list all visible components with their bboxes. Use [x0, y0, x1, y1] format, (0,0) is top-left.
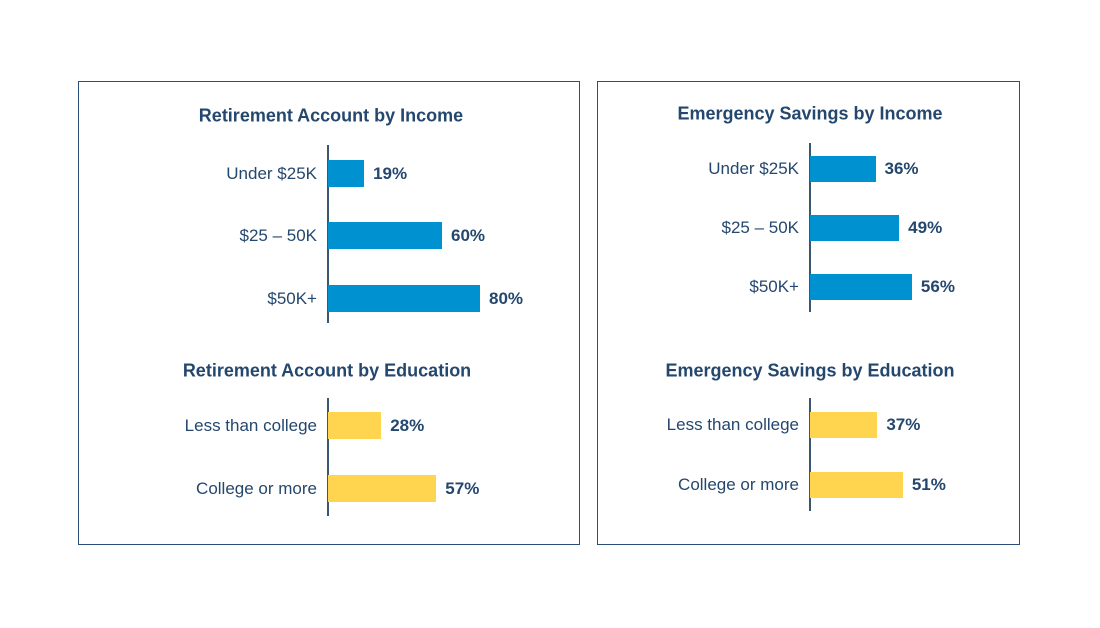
data-label: 37%	[886, 415, 921, 434]
category-label: College or more	[196, 478, 317, 498]
bar	[810, 156, 876, 182]
data-label: 19%	[373, 163, 408, 183]
chart-title: Emergency Savings by Income	[677, 103, 943, 124]
data-label: 36%	[884, 159, 919, 178]
data-label: 80%	[489, 288, 524, 308]
bar	[810, 472, 903, 498]
bar	[810, 215, 900, 241]
bar	[810, 274, 912, 300]
y-axis-line	[327, 398, 329, 516]
bar	[328, 475, 437, 502]
category-label: $50K+	[267, 288, 317, 308]
bar	[810, 412, 878, 438]
emergency-savings-panel	[597, 81, 1020, 545]
category-label: Less than college	[184, 415, 317, 435]
data-label: 56%	[920, 277, 955, 296]
y-axis-line	[327, 145, 329, 323]
data-label: 51%	[911, 475, 946, 494]
chart-title: Retirement Account by Education	[182, 360, 472, 381]
bar	[328, 285, 480, 312]
category-label: $25 – 50K	[721, 218, 799, 237]
category-label: $25 – 50K	[239, 225, 317, 245]
bar	[328, 160, 365, 187]
y-axis-line	[809, 143, 811, 312]
retirement-panel	[78, 81, 580, 545]
chart-title: Emergency Savings by Education	[665, 360, 955, 381]
data-label: 28%	[390, 415, 425, 435]
category-label: $50K+	[749, 277, 799, 296]
category-label: Under $25K	[708, 159, 799, 178]
data-label: 57%	[445, 478, 480, 498]
category-label: College or more	[678, 475, 799, 494]
category-label: Less than college	[666, 415, 799, 434]
category-label: Under $25K	[226, 163, 317, 183]
data-label: 49%	[908, 218, 943, 237]
bar	[328, 412, 382, 439]
y-axis-line	[809, 398, 811, 511]
data-label: 60%	[451, 225, 486, 245]
chart-title: Retirement Account by Income	[198, 105, 464, 126]
bar	[328, 222, 442, 249]
